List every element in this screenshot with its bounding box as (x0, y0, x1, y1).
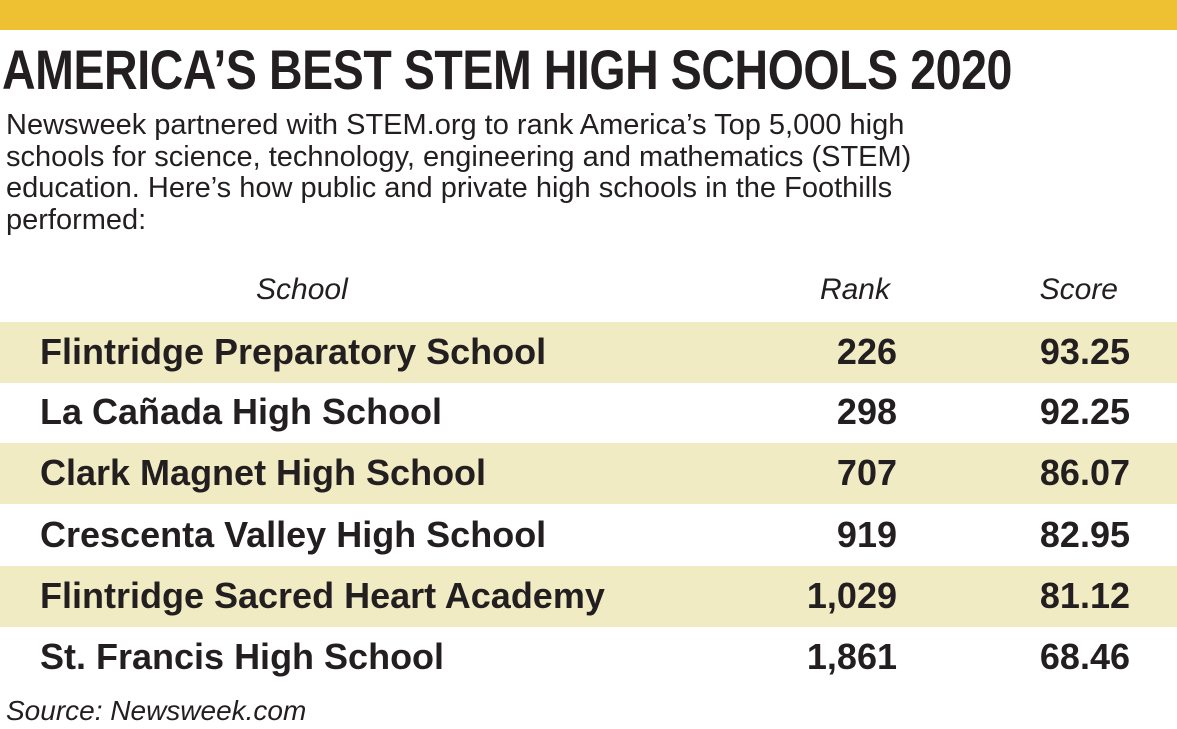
table-row: Flintridge Preparatory School 226 93.25 (0, 322, 1177, 383)
score-value: 81.12 (1039, 575, 1130, 616)
subtitle-line: schools for science, technology, enginee… (6, 140, 912, 173)
subtitle: Newsweek partnered with STEM.org to rank… (6, 109, 1176, 236)
table-row: Crescenta Valley High School 919 82.95 (0, 505, 1177, 566)
subtitle-line: Newsweek partnered with STEM.org to rank… (6, 109, 905, 141)
score-value: 68.46 (1039, 636, 1130, 677)
rank-value: 1,029 (806, 575, 897, 616)
header-school: School (256, 273, 348, 306)
school-name: La Cañada High School (40, 391, 443, 432)
subtitle-line: performed: (6, 203, 147, 236)
subtitle-line: education. Here’s how public and private… (6, 172, 893, 204)
school-name: Flintridge Sacred Heart Academy (40, 575, 605, 616)
page-title: AMERICA’S BEST STEM HIGH SCHOOLS 2020 (2, 38, 1012, 101)
table-row: Clark Magnet High School 707 86.07 (0, 443, 1177, 504)
table-row: St. Francis High School 1,861 68.46 (0, 627, 1177, 688)
accent-bar (0, 0, 1177, 30)
score-value: 86.07 (1039, 452, 1130, 493)
rank-value: 1,861 (806, 636, 897, 677)
school-name: Crescenta Valley High School (40, 514, 547, 555)
rank-value: 226 (836, 331, 897, 372)
school-name: Flintridge Preparatory School (40, 331, 547, 372)
school-name: Clark Magnet High School (40, 452, 487, 493)
rank-value: 707 (836, 452, 897, 493)
score-value: 92.25 (1039, 391, 1130, 432)
rank-value: 298 (836, 391, 897, 432)
table-row: Flintridge Sacred Heart Academy 1,029 81.1… (0, 566, 1177, 627)
header-rank: Rank (819, 273, 890, 306)
score-value: 93.25 (1039, 331, 1130, 372)
school-name: St. Francis High School (40, 636, 445, 677)
score-value: 82.95 (1039, 514, 1130, 555)
table-row: La Cañada High School 298 92.25 (0, 382, 1177, 443)
rank-value: 919 (836, 514, 897, 555)
source-note: Source: Newsweek.com (6, 695, 307, 726)
header-score: Score (1039, 273, 1118, 306)
